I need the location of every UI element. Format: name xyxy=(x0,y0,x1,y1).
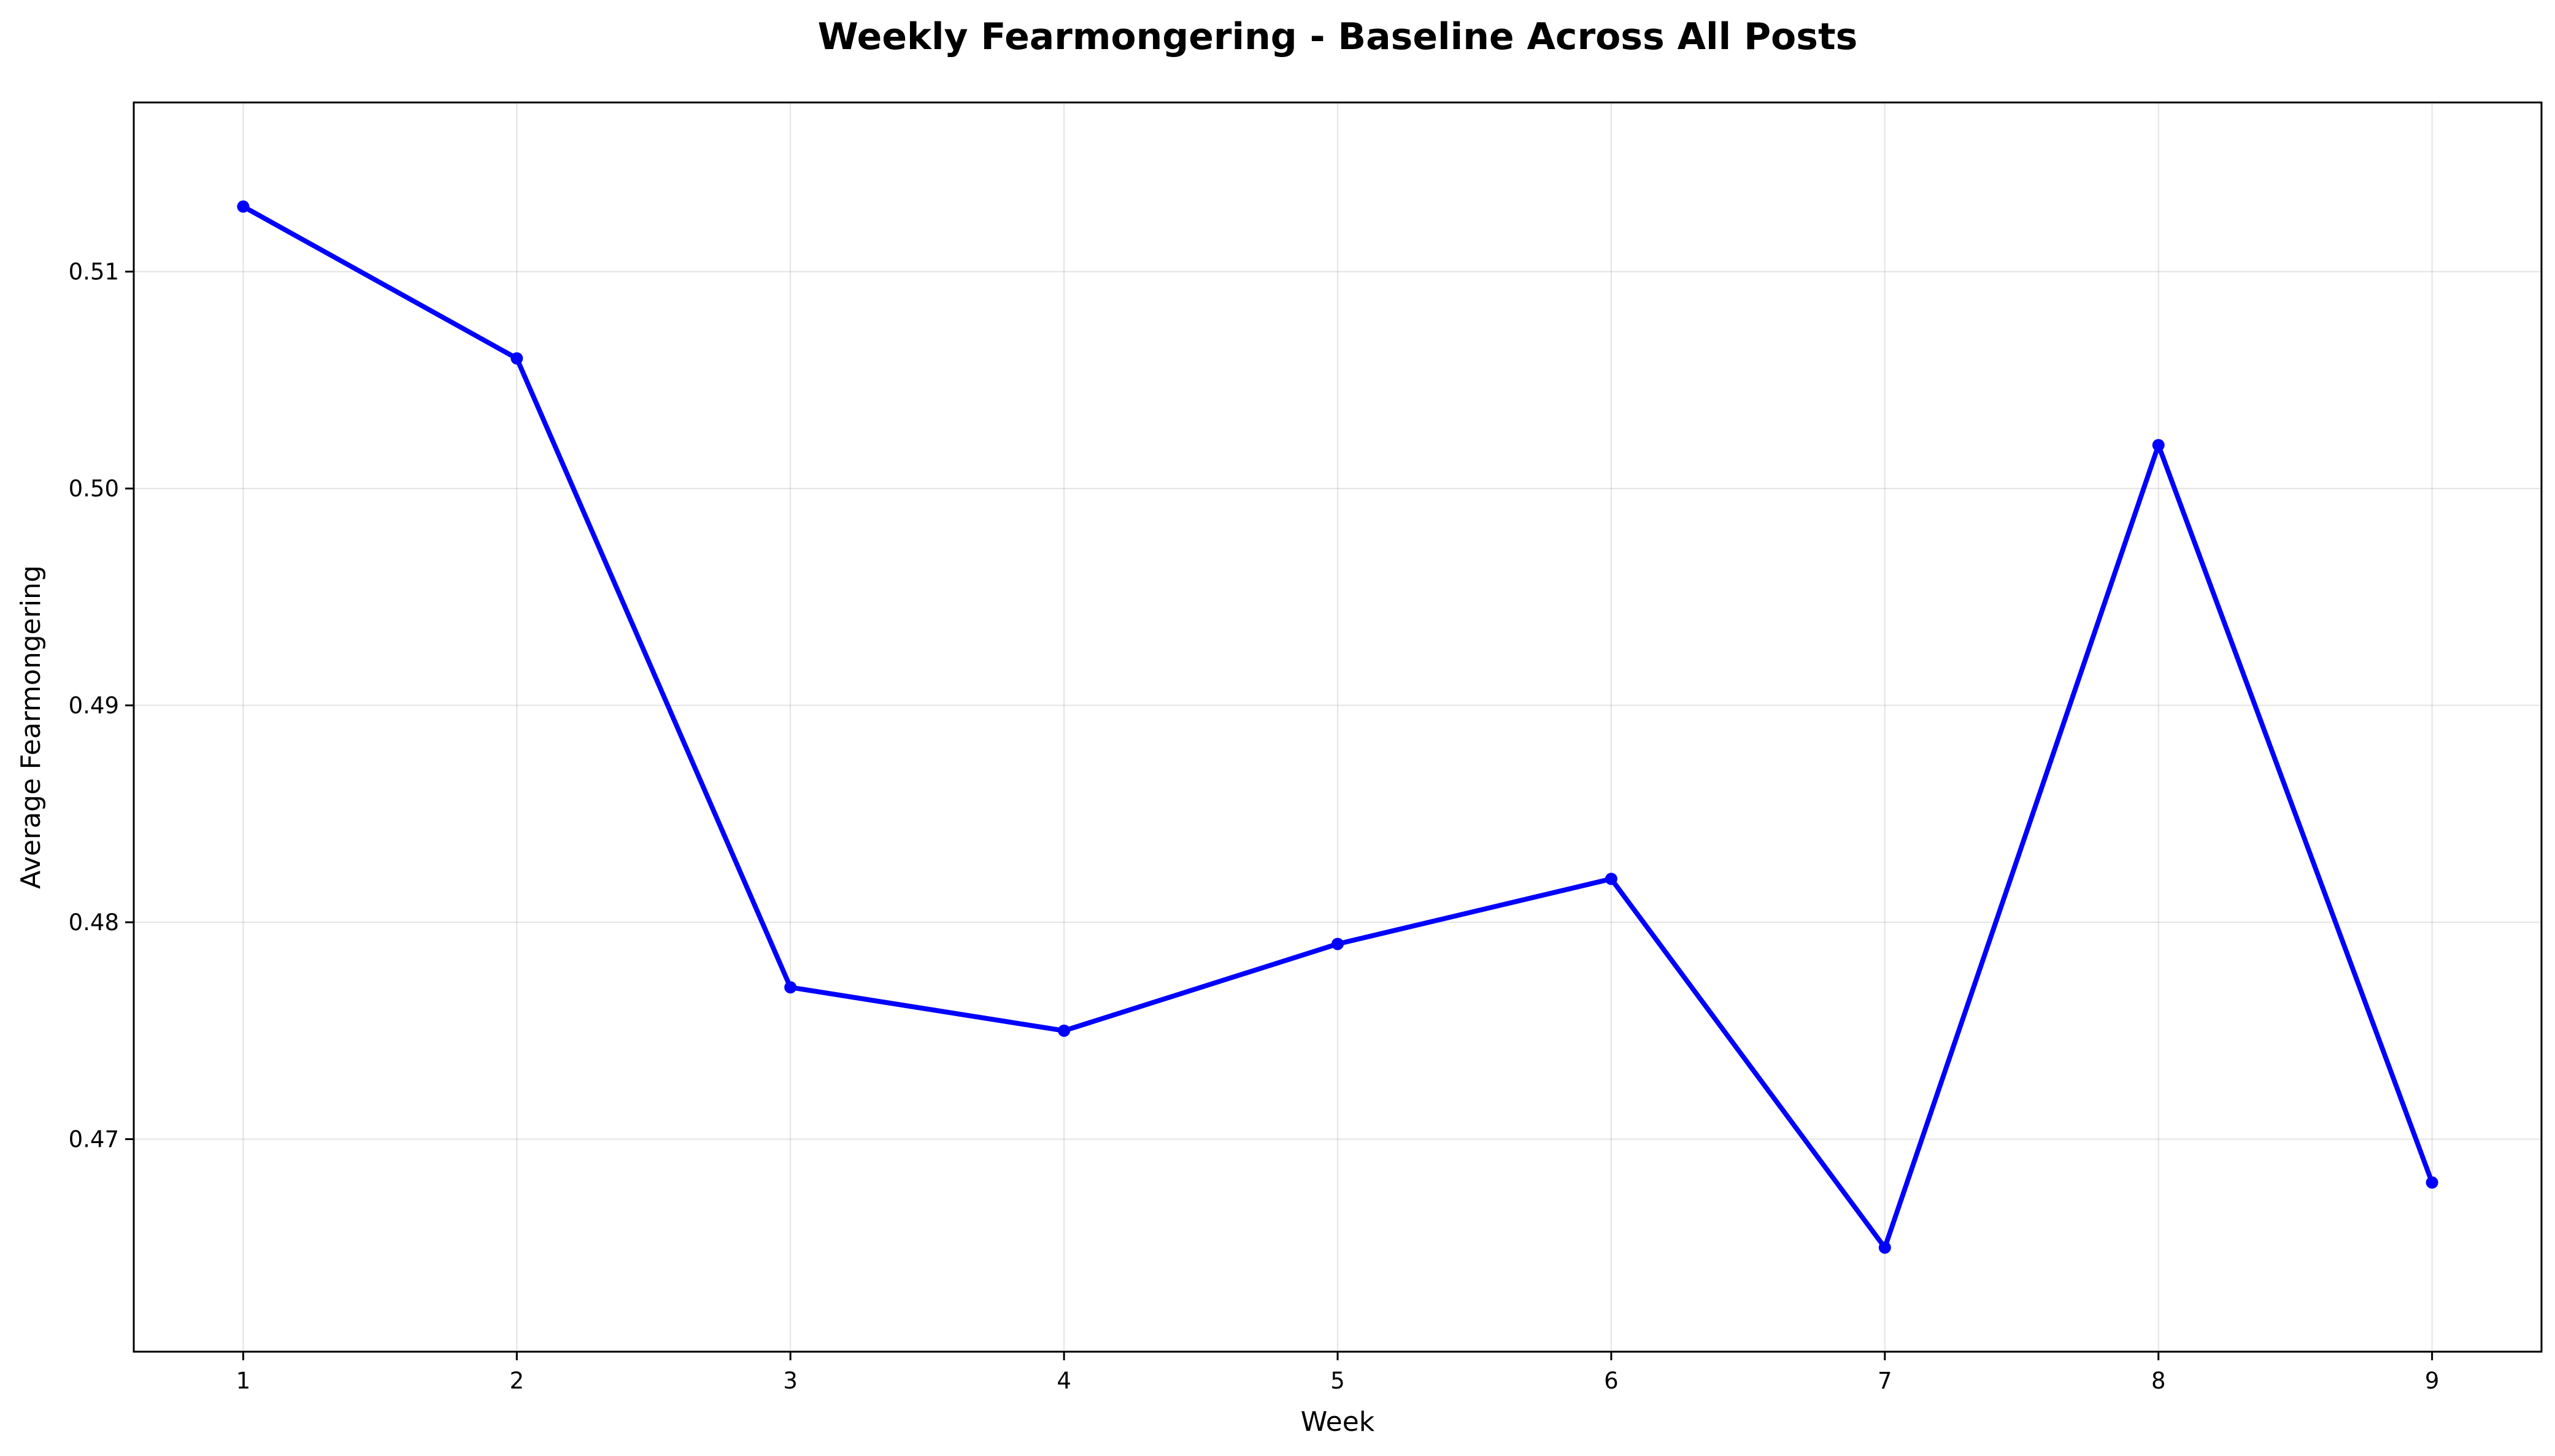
grid xyxy=(134,102,2542,1352)
chart-title: Weekly Fearmongering - Baseline Across A… xyxy=(818,15,1858,58)
y-tick-label: 0.48 xyxy=(69,909,119,936)
y-tick-label: 0.47 xyxy=(69,1127,119,1153)
x-axis-label: Week xyxy=(1301,1406,1375,1438)
x-tick-label: 3 xyxy=(783,1368,798,1394)
x-tick-label: 2 xyxy=(509,1368,524,1394)
x-tick-label: 8 xyxy=(2151,1368,2166,1394)
data-point xyxy=(1058,1024,1071,1037)
x-tick-label: 1 xyxy=(236,1368,251,1394)
ticks: 1 2 3 4 5 6 7 8 9 0.47 0.48 0.49 0.50 0.51 xyxy=(69,259,2440,1394)
data-point xyxy=(511,352,523,365)
data-point xyxy=(2426,1176,2438,1189)
series-layer xyxy=(237,200,2438,1254)
data-point xyxy=(784,981,797,994)
x-tick-label: 6 xyxy=(1604,1368,1619,1394)
x-tick-label: 5 xyxy=(1330,1368,1345,1394)
y-tick-label: 0.50 xyxy=(69,476,119,502)
data-point xyxy=(1331,938,1344,950)
y-axis-label: Average Fearmongering xyxy=(15,565,47,889)
data-point xyxy=(2152,439,2165,452)
y-tick-label: 0.51 xyxy=(69,259,119,285)
data-point xyxy=(1605,872,1617,885)
data-point xyxy=(1878,1241,1891,1254)
x-tick-label: 9 xyxy=(2425,1368,2440,1394)
y-tick-label: 0.49 xyxy=(69,693,119,719)
x-tick-label: 4 xyxy=(1057,1368,1071,1394)
x-tick-label: 7 xyxy=(1878,1368,1892,1394)
data-point xyxy=(237,200,250,213)
plot-frame xyxy=(133,101,2543,1353)
